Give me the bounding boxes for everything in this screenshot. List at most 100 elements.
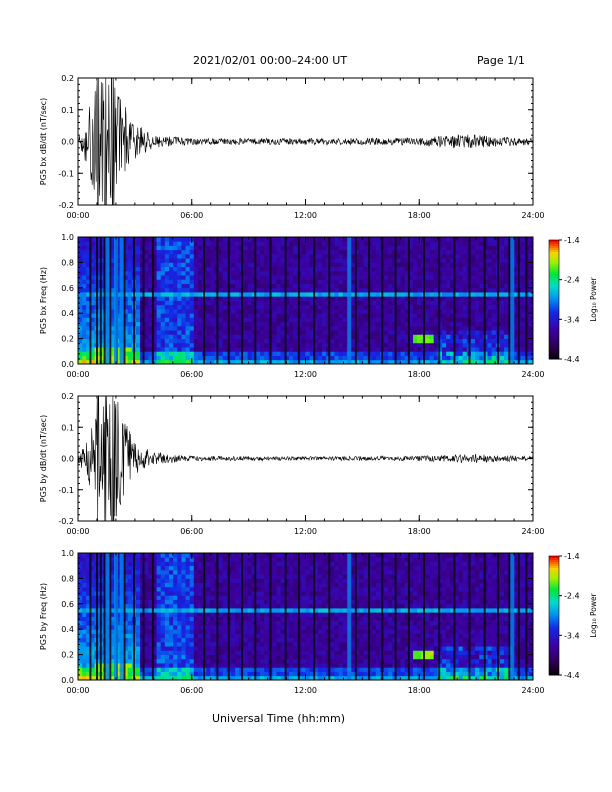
spectrogram-cell: [144, 612, 149, 617]
spectrogram-cell: [152, 561, 157, 567]
spectrogram-cell: [189, 574, 195, 579]
spectrogram-cell: [470, 321, 476, 327]
spectrogram-cell: [189, 641, 195, 647]
spectrogram-cell: [504, 347, 509, 352]
spectrogram-cell: [148, 317, 153, 323]
x-tick-label: 00:00: [66, 211, 89, 220]
spectrogram-cell: [235, 287, 240, 293]
spectrogram-cell: [355, 283, 360, 289]
spectrogram-cell: [330, 347, 335, 352]
spectrogram-cell: [152, 287, 157, 293]
burst-stripe: [119, 237, 124, 364]
spectrogram-cell: [206, 351, 211, 356]
spectrogram-cell: [231, 637, 236, 643]
spectrogram-cell: [305, 355, 311, 361]
spectrogram-cell: [169, 599, 174, 605]
spectrogram-cell: [400, 355, 406, 361]
spectrogram-cell: [487, 325, 493, 331]
spectrogram-cell: [156, 658, 162, 664]
spectrogram-cell: [487, 359, 493, 365]
spectrogram-cell: [288, 321, 294, 327]
spectrogram-cell: [359, 351, 364, 356]
spectrogram-cell: [86, 245, 91, 251]
spectrogram-cell: [189, 658, 195, 664]
spectrogram-cell: [82, 620, 87, 626]
spectrogram-cell: [425, 249, 430, 255]
spectrogram-cell: [231, 325, 236, 331]
spectrogram-cell: [135, 646, 141, 651]
spectrogram-cell: [140, 654, 145, 660]
spectrogram-cell: [260, 351, 265, 356]
spectrogram-cell: [173, 308, 178, 314]
spectrogram-cell: [169, 586, 174, 592]
spectrogram-cell: [255, 283, 261, 289]
spectrogram-cell: [305, 270, 311, 276]
spectrogram-cell: [400, 330, 406, 335]
spectrogram-cell: [408, 342, 414, 348]
spectrogram-cell: [351, 304, 356, 310]
spectrogram-cell: [247, 279, 253, 284]
spectrogram-cell: [322, 283, 327, 289]
spectrogram-cell: [86, 266, 91, 272]
spectrogram-cell: [487, 266, 493, 272]
spectrogram-cell: [82, 553, 87, 558]
spectrogram-cell: [156, 283, 162, 289]
spectrogram-cell: [197, 334, 203, 339]
spectrogram-cell: [185, 663, 191, 668]
spectrogram-cell: [197, 351, 203, 356]
spectrogram-cell: [148, 351, 153, 356]
spectrogram-cell: [185, 321, 191, 327]
spectrogram-cell: [342, 292, 348, 297]
spectrogram-cell: [293, 351, 298, 356]
spectrogram-cell: [470, 283, 476, 289]
spectrogram-cell: [475, 292, 480, 297]
spectrogram-cell: [442, 325, 447, 331]
spectrogram-cell: [491, 338, 497, 344]
spectrogram-cell: [499, 266, 505, 272]
spectrogram-cell: [231, 599, 236, 605]
spectrogram-cell: [388, 338, 393, 344]
spectrogram-cell: [177, 359, 182, 365]
spectrogram-cell: [197, 599, 203, 605]
spectrogram-cell: [78, 262, 83, 268]
spectrogram-cell: [334, 237, 339, 242]
spectrogram-cell: [470, 266, 476, 272]
spectrogram-cell: [442, 253, 447, 259]
spectrogram-cell: [111, 300, 116, 306]
spectrogram-cell: [371, 292, 377, 297]
spectrogram-cell: [305, 249, 311, 255]
spectrogram-cell: [82, 591, 87, 596]
spectrogram-cell: [82, 595, 87, 600]
spectrogram-cell: [148, 667, 153, 672]
spectrogram-cell: [384, 296, 389, 301]
spectrogram-cell: [363, 237, 368, 242]
spectrogram-cell: [272, 245, 277, 251]
data-gap-stripe: [123, 237, 126, 364]
spectrogram-cell: [288, 262, 294, 268]
spectrogram-cell: [169, 304, 174, 310]
spectrogram-cell: [288, 275, 294, 280]
spectrogram-cell: [284, 275, 290, 280]
spectrogram-cell: [160, 646, 166, 651]
spectrogram-cell: [173, 646, 178, 651]
spectrogram-cell: [454, 355, 459, 361]
spectrogram-cell: [284, 334, 290, 339]
spectrogram-cell: [181, 624, 186, 630]
spectrogram-cell: [404, 283, 410, 289]
spectrogram-cell: [156, 237, 162, 242]
spectrogram-cell: [197, 262, 203, 268]
spectrogram-cell: [111, 359, 116, 365]
spectrogram-cell: [86, 334, 91, 339]
spectrogram-cell: [135, 258, 141, 263]
spectrogram-cell: [284, 249, 290, 255]
spectrogram-cell: [90, 663, 95, 668]
spectrogram-cell: [475, 304, 480, 310]
spectrogram-cell: [491, 287, 497, 293]
spectrogram-cell: [512, 275, 517, 280]
spectrogram-cell: [264, 262, 269, 268]
spectrogram-cell: [235, 325, 240, 331]
spectrogram-cell: [305, 313, 311, 318]
spectrogram-cell: [144, 616, 149, 622]
spectrogram-cell: [90, 266, 95, 272]
data-gap-stripe: [99, 237, 102, 364]
